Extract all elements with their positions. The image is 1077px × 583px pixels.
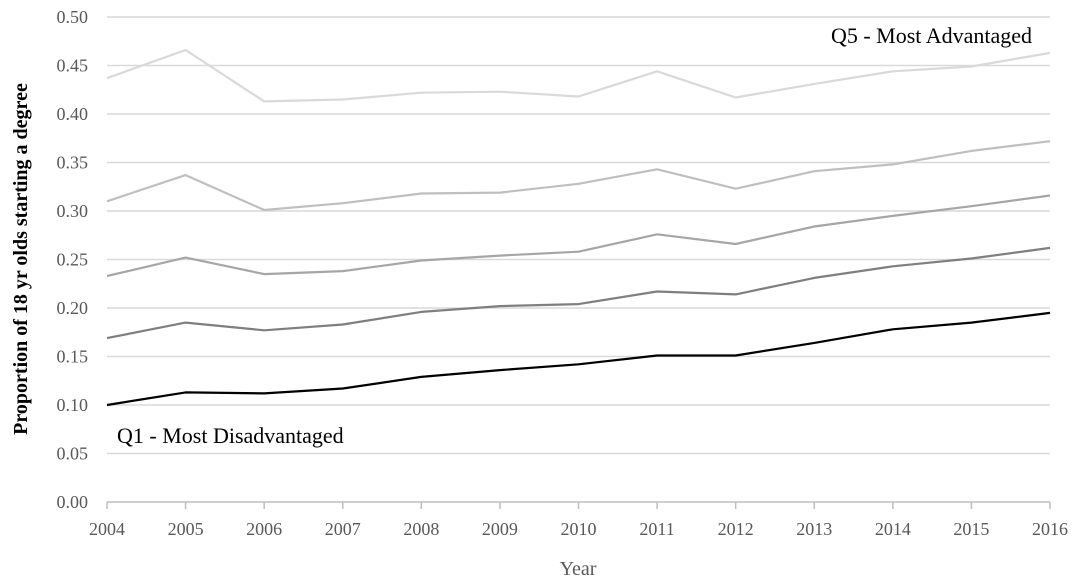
x-tick-label: 2006 [246,519,282,539]
y-tick-label: 0.25 [57,250,89,270]
x-tick-label: 2007 [325,519,361,539]
gridlines [107,16,1050,455]
series-lines [106,48,1051,407]
x-tick-label: 2010 [561,519,597,539]
annotation-top: Q5 - Most Advantaged [831,23,1032,48]
y-axis-ticks: 0.00 0.05 0.10 0.15 0.20 0.25 0.30 0.35 0.40 0.45… [57,7,89,512]
x-tick-label: 2008 [403,519,439,539]
y-tick-label: 0.10 [57,395,89,415]
series-line-5 [106,48,1051,103]
series-line-1 [106,311,1051,407]
y-tick-label: 0.00 [57,492,89,512]
x-axis-title: Year [560,558,597,580]
y-tick-label: 0.50 [57,7,89,27]
series-line-4 [106,140,1051,212]
x-tick-label: 2014 [875,519,911,539]
y-tick-label: 0.30 [57,201,89,221]
y-tick-label: 0.40 [57,104,89,124]
annotation-bottom: Q1 - Most Disadvantaged [117,423,344,448]
x-axis: 2004 2005 2006 2007 2008 2009 2010 2011 2012 2013… [89,501,1068,539]
x-tick-label: 2012 [718,519,754,539]
y-tick-label: 0.05 [57,444,89,464]
x-tick-label: 2004 [89,519,125,539]
y-tick-label: 0.20 [57,298,89,318]
y-tick-label: 0.45 [57,56,89,76]
series-line-3 [106,194,1051,278]
y-tick-label: 0.35 [57,153,89,173]
x-tick-label: 2016 [1032,519,1068,539]
x-tick-label: 2009 [482,519,518,539]
x-tick-label: 2005 [168,519,204,539]
x-tick-label: 2013 [796,519,832,539]
y-axis-title: Proportion of 18 yr olds starting a degr… [10,83,32,435]
series-line-2 [106,246,1051,340]
y-tick-label: 0.15 [57,347,89,367]
x-tick-label: 2015 [953,519,989,539]
x-tick-label: 2011 [639,519,674,539]
